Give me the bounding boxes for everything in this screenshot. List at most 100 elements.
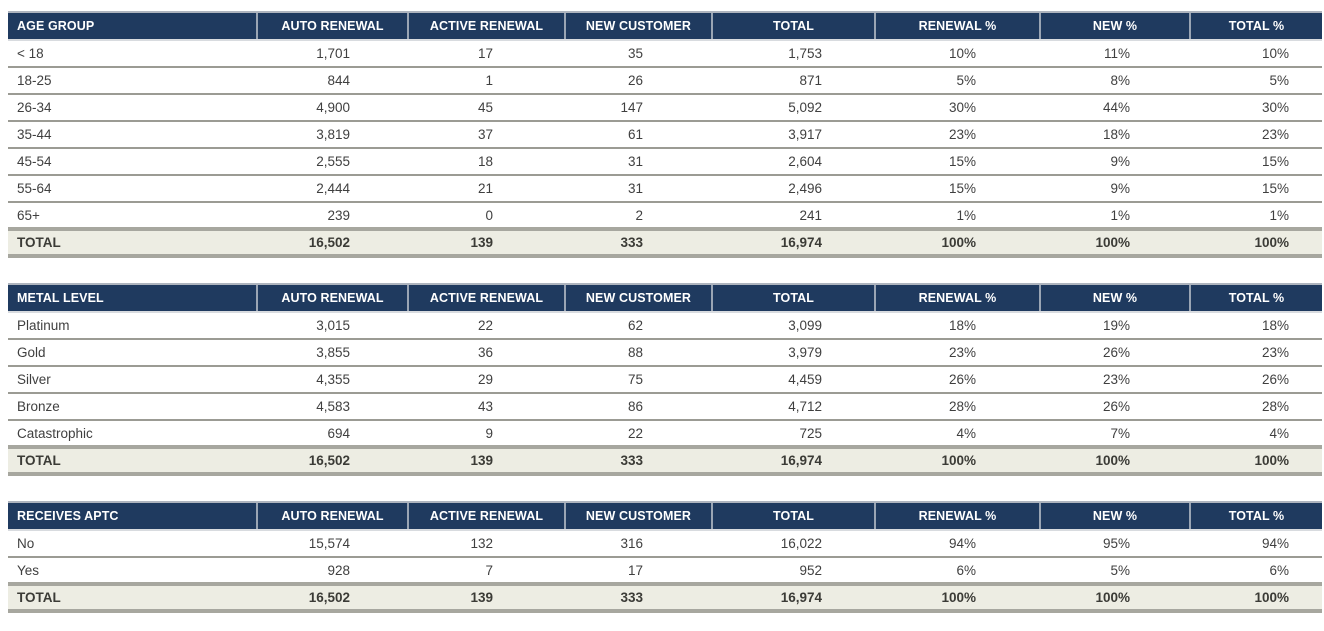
data-cell: 86 [565,393,712,421]
data-cell: 928 [257,557,408,585]
data-cell: 61 [565,121,712,149]
data-cell: 4,583 [257,393,408,421]
data-cell: 2,555 [257,148,408,176]
data-cell: 35 [565,40,712,68]
data-cell: 5% [1190,67,1322,95]
age-group-column-header: AGE GROUP [8,11,257,41]
row-label-cell: 45-54 [8,148,257,176]
data-cell: 28% [1190,393,1322,421]
data-cell: 18% [1190,312,1322,340]
data-cell: 2,496 [712,175,875,203]
receives-aptc-header-row: RECEIVES APTC AUTO RENEWAL ACTIVE RENEWAL N… [8,501,1322,531]
data-cell: 1% [1190,202,1322,230]
data-cell: 1 [408,67,565,95]
data-cell: 23% [1190,339,1322,367]
data-cell: 871 [712,67,875,95]
data-cell: 6% [1190,557,1322,585]
receives-aptc-column-header: TOTAL % [1189,501,1322,531]
data-cell: 26% [1190,366,1322,394]
data-cell: 10% [1190,40,1322,68]
data-cell: 22 [408,312,565,340]
data-cell: 132 [408,530,565,558]
data-cell: 30% [1190,94,1322,122]
age-group-column-header: NEW % [1039,11,1190,41]
age-group-column-header: NEW CUSTOMER [564,11,712,41]
age-group-column-header: AUTO RENEWAL [256,11,408,41]
data-cell: 725 [712,420,875,448]
total-data-cell: 16,974 [712,227,875,258]
data-cell: 17 [565,557,712,585]
metal-level-table: METAL LEVEL AUTO RENEWAL ACTIVE RENEWAL NEW… [8,283,1322,476]
data-cell: 3,099 [712,312,875,340]
data-cell: 94% [875,530,1040,558]
data-cell: 36 [408,339,565,367]
data-cell: 1,701 [257,40,408,68]
data-cell: 31 [565,175,712,203]
data-cell: 952 [712,557,875,585]
age-group-column-header: TOTAL % [1189,11,1322,41]
total-data-cell: 100% [1040,227,1190,258]
data-cell: 15% [1190,175,1322,203]
metal-level-row: Catastrophic 694 9 22 725 4% 7% 4% [8,420,1322,448]
data-cell: 15% [875,175,1040,203]
data-cell: 4,459 [712,366,875,394]
total-data-cell: 100% [1040,445,1190,476]
data-cell: 75 [565,366,712,394]
data-cell: 23% [875,339,1040,367]
data-cell: 21 [408,175,565,203]
age-group-row: 45-54 2,555 18 31 2,604 15% 9% 15% [8,148,1322,176]
metal-level-row: Platinum 3,015 22 62 3,099 18% 19% 18% [8,312,1322,340]
data-cell: 4,355 [257,366,408,394]
data-cell: 26% [1040,339,1190,367]
metal-level-row: Silver 4,355 29 75 4,459 26% 23% 26% [8,366,1322,394]
row-label-cell: 55-64 [8,175,257,203]
enrollment-report: AGE GROUP AUTO RENEWAL ACTIVE RENEWAL NEW C… [8,11,1322,613]
age-group-row: 65+ 239 0 2 241 1% 1% 1% [8,202,1322,230]
data-cell: 5% [875,67,1040,95]
data-cell: 18 [408,148,565,176]
data-cell: 29 [408,366,565,394]
receives-aptc-column-header: RECEIVES APTC [8,501,257,531]
metal-level-row: Gold 3,855 36 88 3,979 23% 26% 23% [8,339,1322,367]
data-cell: 22 [565,420,712,448]
data-cell: 4% [1190,420,1322,448]
total-data-cell: 333 [565,445,712,476]
data-cell: 26% [875,366,1040,394]
data-cell: 7 [408,557,565,585]
data-cell: 15% [1190,148,1322,176]
data-cell: 3,979 [712,339,875,367]
age-group-table: AGE GROUP AUTO RENEWAL ACTIVE RENEWAL NEW C… [8,11,1322,258]
total-label-cell: TOTAL [8,445,257,476]
metal-level-column-header: RENEWAL % [874,283,1040,313]
receives-aptc-row: No 15,574 132 316 16,022 94% 95% 94% [8,530,1322,558]
data-cell: 15% [875,148,1040,176]
data-cell: 1% [1040,202,1190,230]
total-data-cell: 16,502 [257,445,408,476]
metal-level-row: Bronze 4,583 43 86 4,712 28% 26% 28% [8,393,1322,421]
age-group-column-header: ACTIVE RENEWAL [407,11,565,41]
receives-aptc-column-header: NEW CUSTOMER [564,501,712,531]
metal-level-column-header: ACTIVE RENEWAL [407,283,565,313]
total-data-cell: 139 [408,445,565,476]
data-cell: 694 [257,420,408,448]
data-cell: 2,444 [257,175,408,203]
data-cell: 10% [875,40,1040,68]
data-cell: 9 [408,420,565,448]
data-cell: 4% [875,420,1040,448]
total-label-cell: TOTAL [8,582,257,613]
data-cell: 30% [875,94,1040,122]
metal-level-column-header: TOTAL % [1189,283,1322,313]
data-cell: 23% [875,121,1040,149]
data-cell: 9% [1040,148,1190,176]
receives-aptc-row: Yes 928 7 17 952 6% 5% 6% [8,557,1322,585]
total-data-cell: 100% [1190,445,1322,476]
data-cell: 62 [565,312,712,340]
total-data-cell: 100% [1190,582,1322,613]
data-cell: 316 [565,530,712,558]
data-cell: 37 [408,121,565,149]
data-cell: 44% [1040,94,1190,122]
total-data-cell: 139 [408,227,565,258]
data-cell: 95% [1040,530,1190,558]
total-data-cell: 100% [1190,227,1322,258]
data-cell: 3,917 [712,121,875,149]
